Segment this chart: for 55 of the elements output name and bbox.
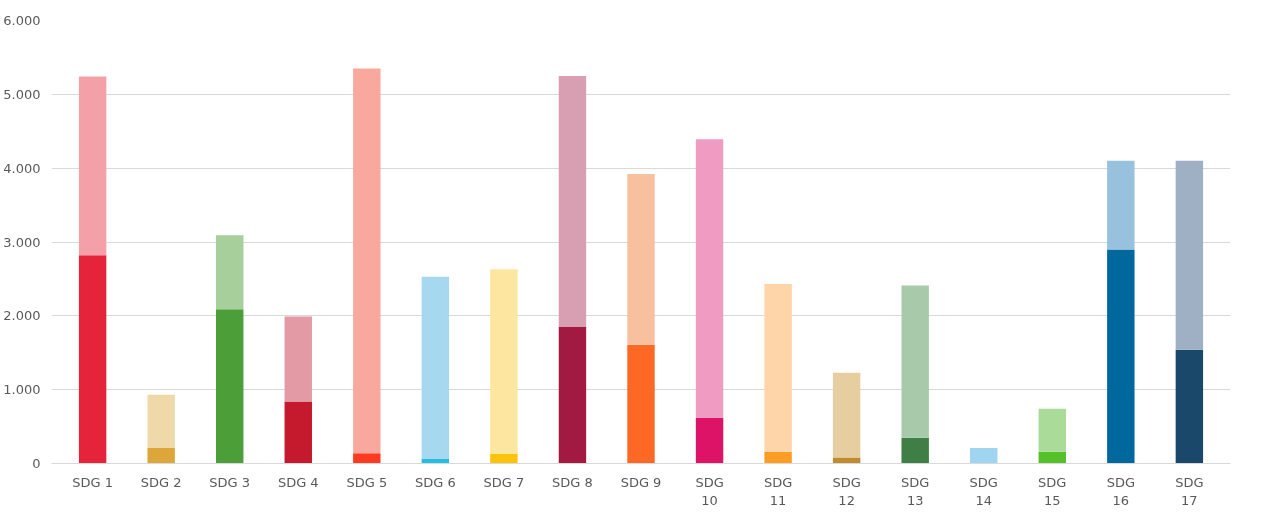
bar bbox=[490, 453, 518, 464]
bar bbox=[695, 139, 724, 418]
bar bbox=[147, 394, 175, 448]
x-tick-label: SDG 10 bbox=[695, 474, 724, 508]
x-tick-label: SDG 3 bbox=[209, 474, 251, 490]
bar bbox=[558, 326, 587, 464]
bar bbox=[353, 68, 381, 454]
x-tick-label: SDG 8 bbox=[552, 474, 593, 490]
bar bbox=[1107, 249, 1135, 464]
bar bbox=[970, 447, 998, 464]
y-tick-label: 1.000 bbox=[3, 382, 41, 398]
x-tick-label: SDG 9 bbox=[620, 474, 662, 490]
y-tick-label: 6.000 bbox=[3, 13, 41, 28]
x-tick-label: SDG 7 bbox=[483, 474, 525, 490]
bar bbox=[1107, 160, 1135, 250]
y-tick-label: 5.000 bbox=[3, 86, 41, 102]
x-tick-label: SDG 12 bbox=[832, 474, 861, 508]
bar bbox=[764, 451, 792, 464]
bar bbox=[832, 372, 861, 458]
bar bbox=[1038, 451, 1066, 464]
bar bbox=[147, 447, 175, 464]
bar bbox=[1175, 349, 1204, 464]
y-tick-label: 4.000 bbox=[3, 160, 41, 176]
bar bbox=[216, 309, 244, 464]
bar bbox=[284, 401, 312, 464]
x-tick-label: SDG 6 bbox=[414, 474, 456, 490]
bar bbox=[901, 437, 929, 464]
x-tick-label: SDG 17 bbox=[1175, 474, 1204, 508]
bar bbox=[353, 453, 381, 464]
bar bbox=[1038, 408, 1066, 452]
x-tick-label: SDG 5 bbox=[346, 474, 388, 490]
bar bbox=[78, 76, 107, 256]
x-tick-label: SDG 13 bbox=[901, 474, 930, 508]
x-tick-label: SDG 11 bbox=[763, 474, 793, 508]
y-tick-label: 0 bbox=[32, 456, 41, 471]
y-tick-label: 3.000 bbox=[3, 234, 41, 250]
bar bbox=[216, 235, 244, 310]
bar bbox=[490, 269, 518, 454]
bar bbox=[421, 276, 450, 460]
bar bbox=[695, 417, 724, 464]
bar bbox=[558, 75, 587, 327]
x-tick-label: SDG 14 bbox=[969, 474, 998, 508]
bar bbox=[627, 344, 655, 464]
bar bbox=[764, 284, 792, 452]
bar bbox=[627, 174, 655, 345]
bar bbox=[1175, 160, 1204, 350]
x-tick-label: SDG 2 bbox=[140, 474, 182, 490]
x-tick-label: SDG 4 bbox=[277, 474, 319, 490]
bar bbox=[284, 316, 312, 402]
x-tick-label: SDG 15 bbox=[1038, 474, 1067, 508]
bar bbox=[78, 255, 107, 464]
x-tick-label: SDG 16 bbox=[1106, 474, 1135, 508]
y-tick-label: 2.000 bbox=[3, 308, 41, 324]
x-tick-label: SDG 1 bbox=[72, 474, 114, 490]
bar bbox=[901, 285, 929, 438]
